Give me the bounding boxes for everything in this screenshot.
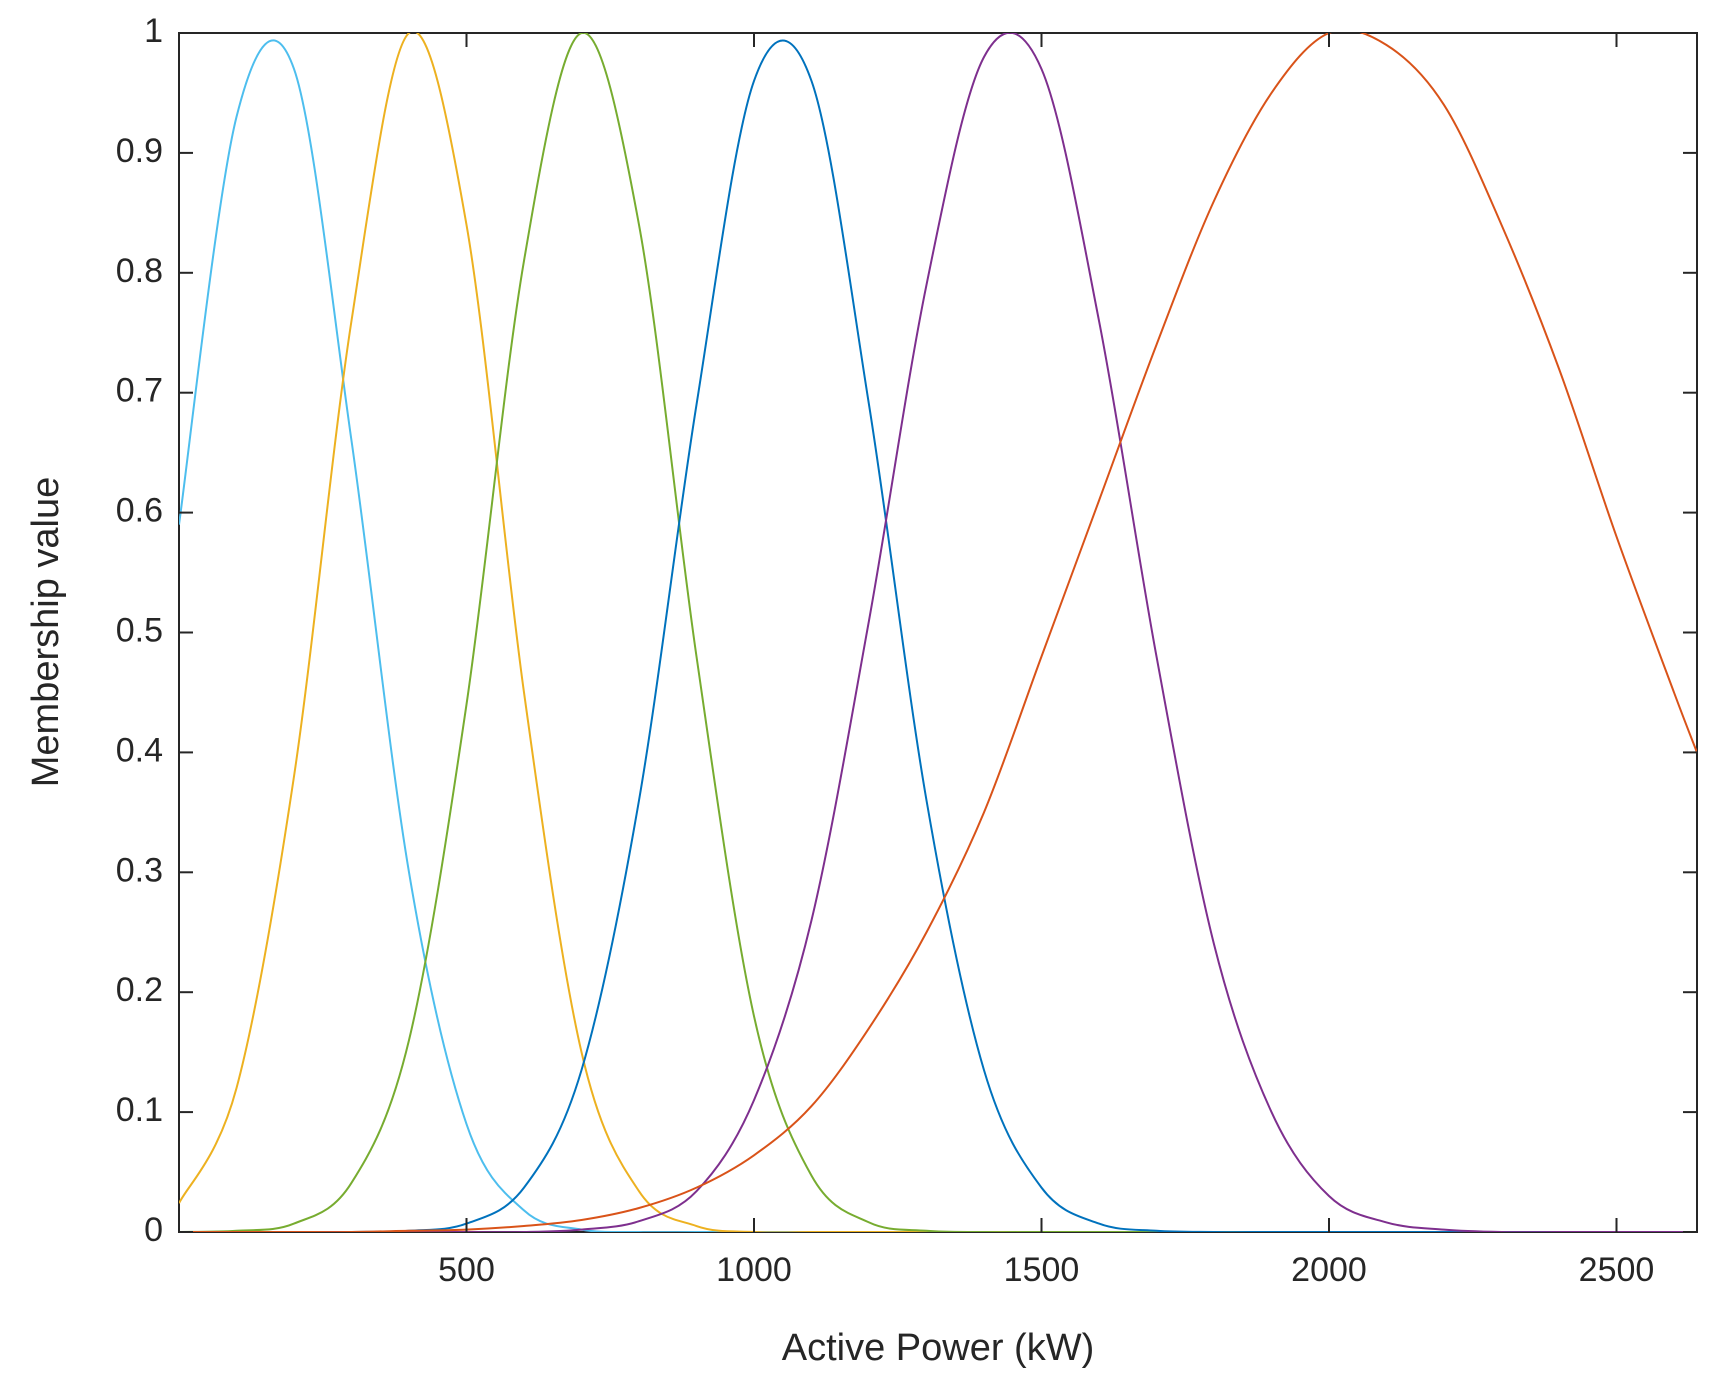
x-tick-label: 500 [438,1251,495,1289]
y-tick-label: 0.6 [116,492,163,530]
y-tick-label: 1 [144,12,163,50]
x-tick-label: 2500 [1579,1251,1655,1289]
series-line [179,33,1697,1232]
y-tick-label: 0.9 [116,132,163,170]
y-tick-label: 0.1 [116,1091,163,1129]
y-tick-label: 0.2 [116,971,163,1009]
y-tick-label: 0.4 [116,731,163,769]
series-line [179,39,1697,1232]
series-line [179,39,1697,1232]
y-tick-label: 0 [144,1211,163,1249]
y-tick-label: 0.7 [116,372,163,410]
x-tick-label: 1500 [1004,1251,1080,1289]
x-tick-label: 1000 [716,1251,792,1289]
y-axis-label: Membership value [25,477,67,787]
y-tick-label: 0.8 [116,252,163,290]
y-tick-label: 0.5 [116,611,163,649]
series-line [179,33,1697,1232]
x-axis-label: Active Power (kW) [782,1327,1094,1369]
y-tick-label: 0.3 [116,851,163,889]
series-line [179,33,1697,1232]
series-line [179,33,1697,1232]
plot-area [179,33,1697,1232]
x-tick-label: 2000 [1291,1251,1367,1289]
